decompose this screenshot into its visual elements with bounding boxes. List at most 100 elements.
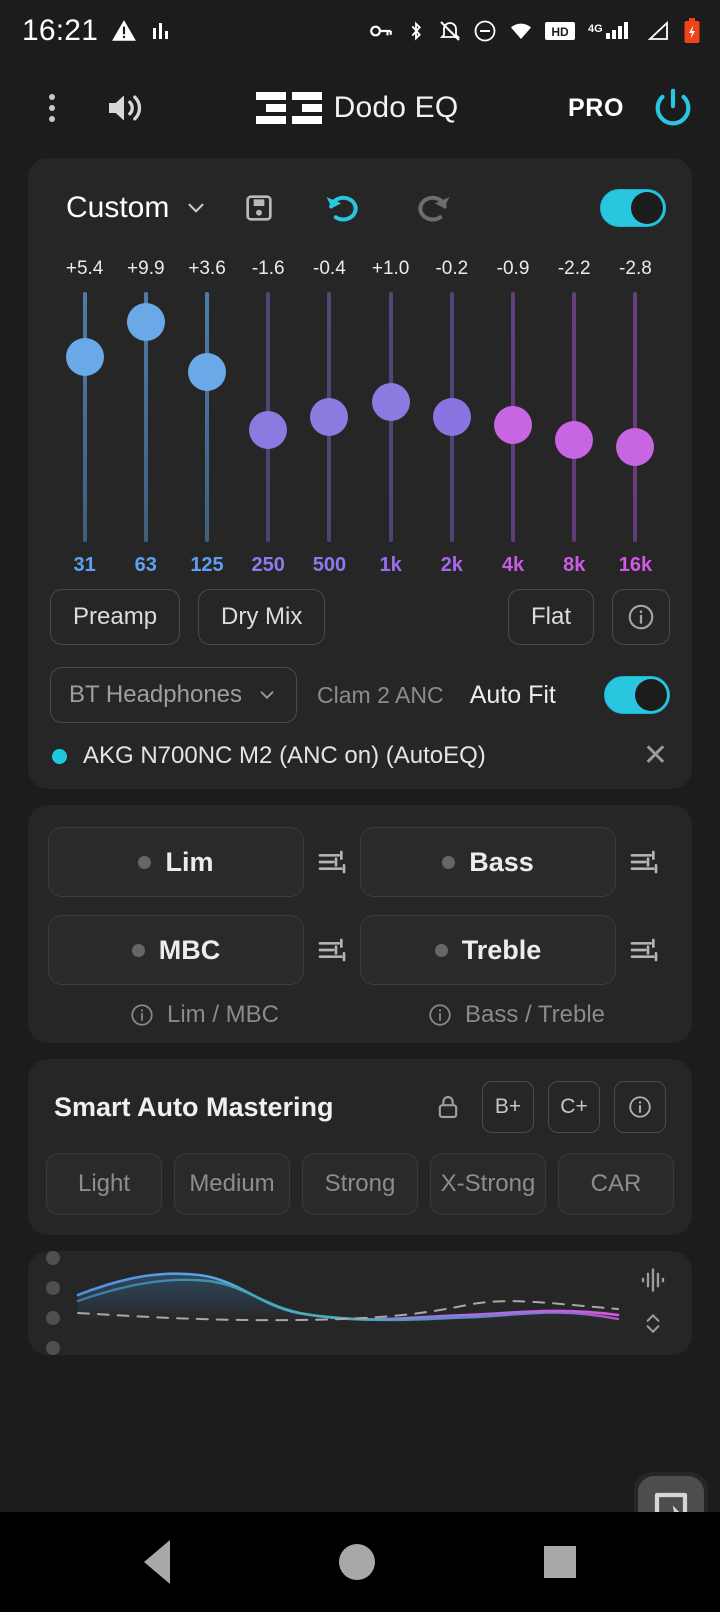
mastering-option-car[interactable]: CAR [558, 1153, 674, 1215]
eq-band-knob[interactable] [249, 410, 288, 449]
mastering-option-light[interactable]: Light [46, 1153, 162, 1215]
c-plus-button[interactable]: C+ [548, 1081, 600, 1133]
eq-band-slider[interactable] [115, 292, 176, 542]
info-circle-icon [131, 1004, 153, 1026]
nav-home-icon[interactable] [338, 1544, 375, 1580]
effect-cell: Treble [360, 915, 672, 985]
tune-sliders-icon[interactable] [304, 934, 360, 966]
mastering-info-button[interactable] [614, 1081, 666, 1133]
eq-band[interactable]: +5.4 31 [54, 258, 115, 577]
save-disk-icon[interactable] [243, 192, 275, 224]
undo-icon[interactable] [323, 191, 361, 225]
lock-icon[interactable] [434, 1093, 462, 1121]
eq-band-frequency: 125 [190, 554, 224, 576]
b-plus-button[interactable]: B+ [482, 1081, 534, 1133]
pro-badge[interactable]: PRO [568, 93, 624, 122]
bass-treble-info[interactable]: Bass / Treble [360, 1001, 672, 1029]
curve-handle-dots[interactable] [46, 1251, 60, 1355]
effect-button-treble[interactable]: Treble [360, 915, 616, 985]
effect-button-mbc[interactable]: MBC [48, 915, 304, 985]
eq-band-slider[interactable] [544, 292, 605, 542]
tune-sliders-icon[interactable] [616, 846, 672, 878]
eq-band-grid: +5.4 31 +9.9 63 +3.6 [48, 258, 672, 577]
eq-band-slider[interactable] [421, 292, 482, 542]
mastering-option-strong[interactable]: Strong [302, 1153, 418, 1215]
eq-band-slider[interactable] [360, 292, 421, 542]
eq-power-toggle[interactable] [600, 189, 666, 227]
mastering-title: Smart Auto Mastering [54, 1091, 334, 1122]
device-type-select[interactable]: BT Headphones [50, 667, 298, 723]
warning-triangle-icon [111, 18, 137, 44]
eq-band[interactable]: +3.6 125 [176, 258, 237, 577]
effect-cell: MBC [48, 915, 360, 985]
mastering-option-medium[interactable]: Medium [174, 1153, 290, 1215]
screen-capture-icon[interactable] [638, 1476, 704, 1512]
effect-button-bass[interactable]: Bass [360, 827, 616, 897]
eq-band[interactable]: -2.8 16k [605, 258, 666, 577]
connection-status-dot [52, 748, 67, 764]
mastering-options: Light Medium Strong X-Strong CAR [46, 1153, 674, 1215]
dodo-logo-icon [255, 92, 322, 124]
eq-band-slider[interactable] [482, 292, 543, 542]
battery-charging-icon [682, 18, 702, 44]
audio-waveform-icon[interactable] [638, 1265, 668, 1300]
eq-band-slider[interactable] [54, 292, 115, 542]
tune-sliders-icon[interactable] [616, 934, 672, 966]
toggle-knob [631, 192, 663, 224]
eq-band-frequency: 8k [563, 554, 586, 576]
eq-band-frequency: 4k [501, 554, 525, 576]
eq-band-knob[interactable] [616, 428, 655, 466]
eq-info-button[interactable] [612, 589, 670, 645]
eq-band[interactable]: -0.4 500 [299, 258, 360, 577]
smart-auto-mastering-card: Smart Auto Mastering B+ C+ Light Medium … [28, 1059, 692, 1235]
eq-band-slider[interactable] [176, 292, 237, 542]
main-scroll-area[interactable]: Custom +5.4 [0, 154, 720, 1512]
eq-curve-card[interactable] [28, 1251, 692, 1355]
eq-band[interactable]: +9.9 63 [115, 258, 176, 577]
eq-band-knob[interactable] [371, 383, 410, 421]
overflow-menu-icon[interactable] [30, 94, 74, 122]
eq-band-slider[interactable] [238, 292, 299, 542]
eq-band-knob[interactable] [494, 405, 533, 444]
eq-band[interactable]: -0.2 2k [421, 258, 482, 577]
eq-band-knob[interactable] [555, 420, 594, 459]
eq-band[interactable]: +1.0 1k [360, 258, 421, 577]
tune-sliders-icon[interactable] [304, 846, 360, 878]
eq-band[interactable]: -0.9 4k [482, 258, 543, 577]
eq-band-knob[interactable] [126, 303, 165, 341]
effects-row: Lim Bass [48, 827, 672, 897]
chevron-down-icon[interactable] [183, 195, 209, 221]
eq-band-knob[interactable] [188, 353, 226, 391]
bass-treble-label: Bass / Treble [464, 1001, 606, 1028]
dry-mix-button[interactable]: Dry Mix [198, 589, 326, 645]
nav-back-icon[interactable] [144, 1540, 171, 1584]
eq-band-value: +3.6 [188, 258, 226, 279]
lim-mbc-info[interactable]: Lim / MBC [48, 1001, 360, 1029]
eq-band[interactable]: -2.2 8k [544, 258, 605, 577]
eq-band-knob[interactable] [432, 398, 471, 436]
effect-button-lim[interactable]: Lim [48, 827, 304, 897]
eq-band-knob[interactable] [65, 338, 104, 376]
effect-status-dot [138, 855, 152, 869]
close-icon[interactable]: ✕ [642, 739, 668, 772]
status-bar: 16:21 HD [0, 0, 720, 62]
nav-recents-icon[interactable] [543, 1546, 576, 1578]
volume-up-icon[interactable] [102, 88, 146, 128]
eq-band-slider[interactable] [605, 292, 666, 542]
flat-button[interactable]: Flat [507, 589, 594, 645]
effect-cell: Lim [48, 827, 360, 897]
redo-icon[interactable] [415, 191, 453, 225]
power-icon[interactable] [650, 85, 696, 131]
eq-band-slider[interactable] [299, 292, 360, 542]
eq-band-value: -1.6 [251, 258, 285, 279]
preamp-button[interactable]: Preamp [50, 589, 181, 645]
expand-chevron-icon[interactable] [640, 1310, 666, 1341]
eq-band-frequency: 63 [134, 554, 157, 576]
eq-band[interactable]: -1.6 250 [238, 258, 299, 577]
preset-name[interactable]: Custom [66, 191, 170, 224]
auto-fit-toggle[interactable] [604, 676, 670, 714]
signal-bars-icon [150, 19, 174, 43]
eq-band-knob[interactable] [310, 398, 349, 436]
device-profile-label: Clam 2 ANC [317, 681, 444, 708]
mastering-option-x-strong[interactable]: X-Strong [430, 1153, 546, 1215]
